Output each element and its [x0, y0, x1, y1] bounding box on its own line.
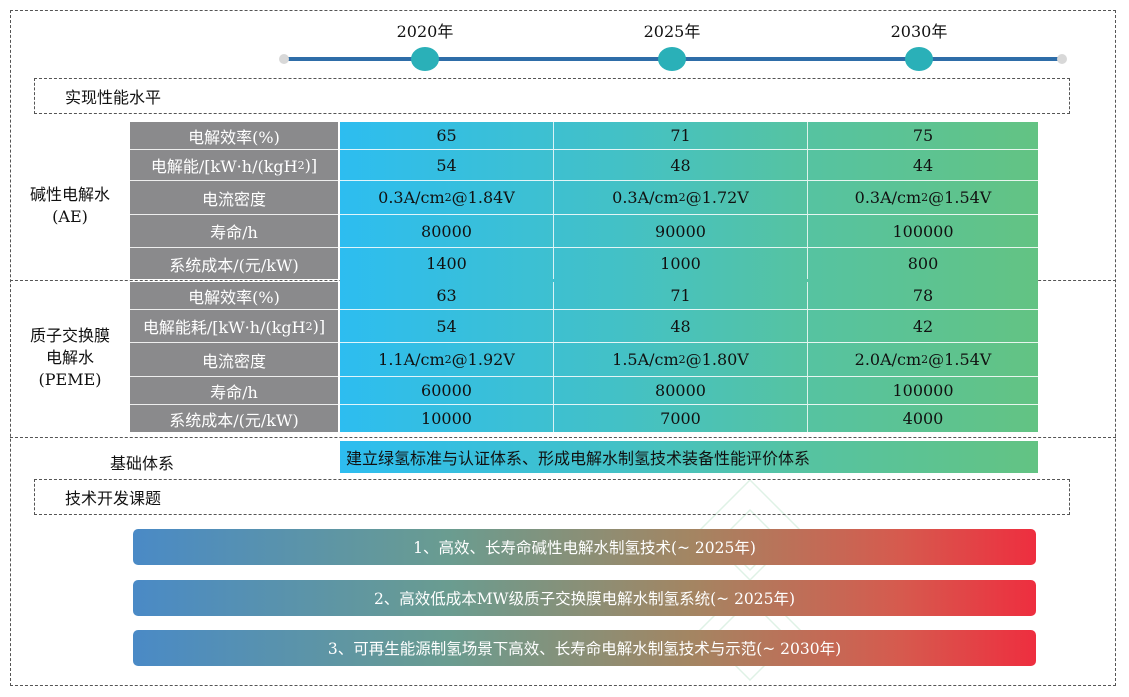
- cell-2020: 65: [340, 122, 554, 149]
- cell-2025: 7000: [554, 404, 808, 432]
- performance-table: 电解效率(%) 65 71 75 电解能/[kW·h/(kgH 2)] 54 48…: [130, 122, 1038, 432]
- table-row-peme-lifetime: 寿命/h 60000 80000 100000: [130, 376, 1038, 404]
- topic-text: 1、高效、长寿命碱性电解水制氢技术(~ 2025年): [413, 539, 756, 557]
- peme-group-label: 质子交换膜 电解水 (PEME): [10, 325, 130, 391]
- cell-2025: 1.5A/cm 2 @1.80V: [554, 342, 808, 376]
- topic-bar-2: 2、高效低成本MW级质子交换膜电解水制氢系统(~ 2025年): [133, 580, 1036, 616]
- row-label: 电解效率(%): [130, 282, 338, 309]
- row-label: 系统成本/(元/kW): [130, 404, 338, 432]
- cell-2025: 71: [554, 122, 808, 149]
- cell-2025: 0.3A/cm 2 @1.72V: [554, 180, 808, 214]
- cell-2020: 54: [340, 149, 554, 180]
- cell-2025: 80000: [554, 376, 808, 404]
- cell-2020: 1400: [340, 247, 554, 279]
- cell-2030: 800: [808, 247, 1038, 279]
- ae-group-label: 碱性电解水 (AE): [10, 184, 130, 228]
- timeline-marker-2030: [905, 47, 933, 71]
- cell-2030: 78: [912, 286, 934, 305]
- cell-2025: 71: [554, 282, 808, 309]
- row-label: 寿命/h: [130, 376, 338, 404]
- timeline-year-2020: 2020年: [396, 22, 454, 41]
- cell-2020: 80000: [340, 214, 554, 247]
- basis-text: 建立绿氢标准与认证体系、形成电解水制氢技术装备性能评价体系: [346, 449, 811, 468]
- cell-2020: 63: [340, 282, 554, 309]
- cell-2030: 2.0A/cm 2 @1.54V: [808, 342, 1038, 376]
- timeline-marker-2020: [411, 47, 439, 71]
- row-label: 电解能/[kW·h/(kgH 2)]: [130, 149, 338, 180]
- table-row-peme-current-density: 电流密度 1.1A/cm 2 @1.92V 1.5A/cm 2 @1.80V 2.0A/…: [130, 342, 1038, 376]
- table-row-peme-efficiency: 电解效率(%) 63 71 78: [130, 282, 1038, 309]
- table-row-ae-energy: 电解能/[kW·h/(kgH 2)] 54 48 44: [130, 149, 1038, 180]
- row-label: 电流密度: [130, 342, 338, 376]
- cell-2025: 90000: [554, 214, 808, 247]
- row-label: 电解能耗/[kW·h/(kgH 2)]: [130, 309, 338, 342]
- cell-2020: 10000: [340, 404, 554, 432]
- basis-label: 基础体系: [110, 454, 175, 473]
- performance-title: 实现性能水平: [65, 88, 162, 107]
- peme-label-line1: 质子交换膜: [29, 326, 110, 345]
- cell-2030: 75: [912, 126, 934, 145]
- cell-2020: 54: [340, 309, 554, 342]
- timeline-marker-2025: [658, 47, 686, 71]
- row-label: 系统成本/(元/kW): [130, 247, 338, 279]
- cell-2030: 42: [808, 309, 1038, 342]
- performance-title-box: 实现性能水平: [34, 78, 1070, 114]
- table-row-ae-cost: 系统成本/(元/kW) 1400 1000 800: [130, 247, 1038, 279]
- ae-label-line2: (AE): [52, 207, 88, 226]
- cell-2030: 44: [808, 149, 1038, 180]
- cell-2030: 4000: [808, 404, 1038, 432]
- table-row-ae-lifetime: 寿命/h 80000 90000 100000: [130, 214, 1038, 247]
- table-row-ae-efficiency: 电解效率(%) 65 71 75: [130, 122, 1038, 149]
- outer-frame: [10, 10, 1116, 686]
- cell-2025: 48: [554, 309, 808, 342]
- row-label: 电解效率(%): [130, 122, 338, 149]
- row-label: 寿命/h: [130, 214, 338, 247]
- table-row-ae-current-density: 电流密度 0.3A/cm 2 @1.84V 0.3A/cm 2 @1.72V 0.3A/…: [130, 180, 1038, 214]
- table-row-peme-cost: 系统成本/(元/kW) 10000 7000 4000: [130, 404, 1038, 432]
- cell-2020: 0.3A/cm 2 @1.84V: [340, 180, 554, 214]
- table-value-gradient: [340, 122, 1038, 432]
- cell-2030: 0.3A/cm 2 @1.54V: [808, 180, 1038, 214]
- timeline-year-2030: 2030年: [890, 22, 948, 41]
- topic-bar-3: 3、可再生能源制氢场景下高效、长寿命电解水制氢技术与示范(~ 2030年): [133, 630, 1036, 666]
- cell-2020: 1.1A/cm 2 @1.92V: [340, 342, 554, 376]
- basis-bar: 建立绿氢标准与认证体系、形成电解水制氢技术装备性能评价体系: [340, 441, 1038, 473]
- topic-text: 3、可再生能源制氢场景下高效、长寿命电解水制氢技术与示范(~ 2030年): [327, 640, 842, 658]
- topics-title: 技术开发课题: [65, 489, 162, 508]
- timeline-year-2025: 2025年: [643, 22, 701, 41]
- cell-2025: 1000: [554, 247, 808, 279]
- timeline-start-dot: [279, 54, 289, 64]
- cell-2025: 48: [554, 149, 808, 180]
- cell-2020: 60000: [340, 376, 554, 404]
- topic-bar-1: 1、高效、长寿命碱性电解水制氢技术(~ 2025年): [133, 529, 1036, 565]
- timeline-graphic: [279, 47, 1067, 71]
- table-row-peme-energy: 电解能耗/[kW·h/(kgH 2)] 54 48 42: [130, 309, 1038, 342]
- topic-text: 2、高效低成本MW级质子交换膜电解水制氢系统(~ 2025年): [373, 590, 796, 608]
- ae-label-line1: 碱性电解水: [29, 185, 110, 204]
- timeline: 2020年 2025年 2030年: [0, 0, 1129, 90]
- topics-title-box: 技术开发课题: [34, 479, 1070, 515]
- section-separator-peme-basis: [10, 437, 1116, 438]
- cell-2030: 100000: [808, 214, 1038, 247]
- timeline-end-dot: [1057, 54, 1067, 64]
- peme-label-line3: (PEME): [38, 370, 102, 389]
- row-label: 电流密度: [130, 180, 338, 214]
- cell-2030: 100000: [808, 376, 1038, 404]
- peme-label-line2: 电解水: [45, 348, 94, 367]
